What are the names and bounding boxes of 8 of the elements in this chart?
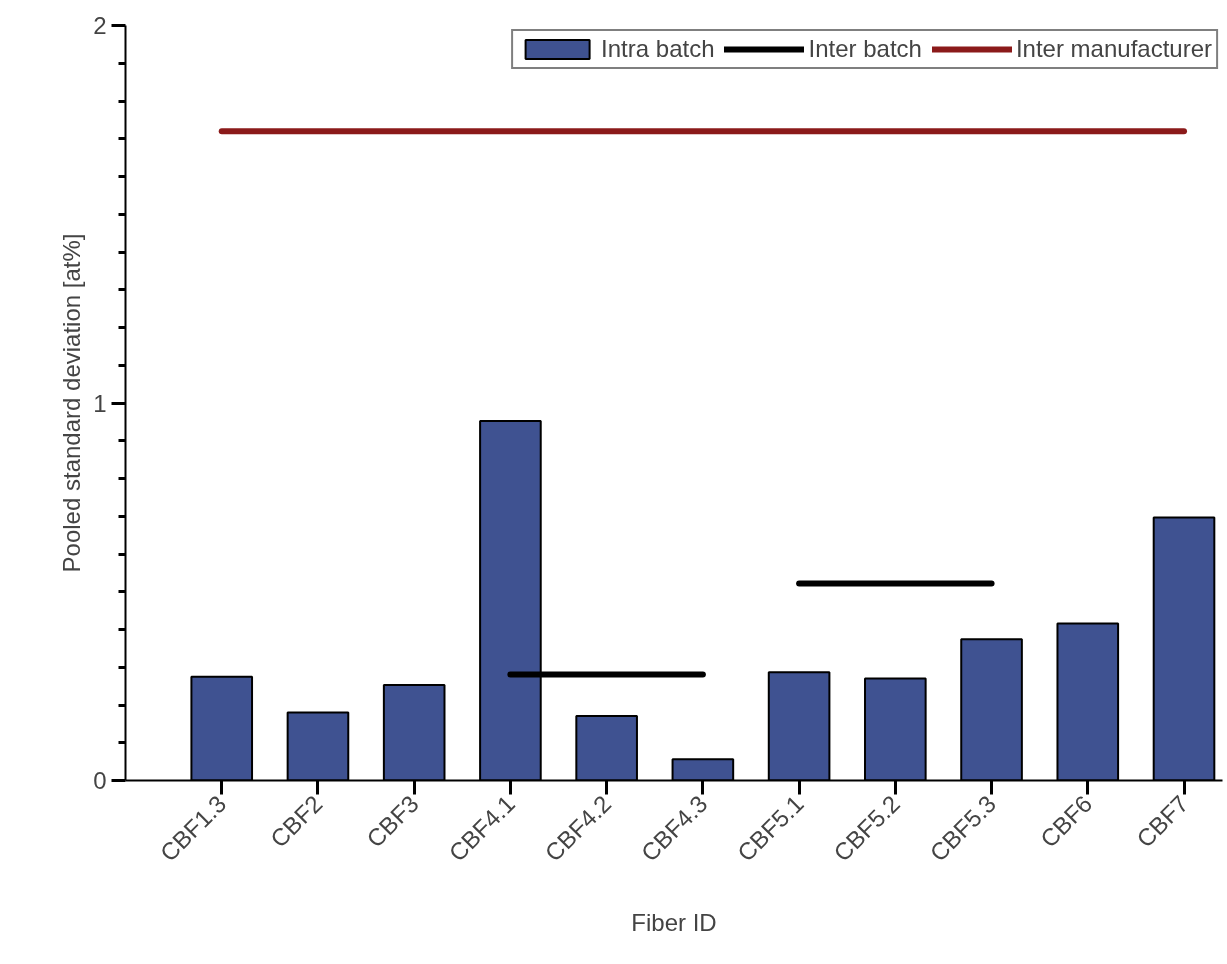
x-axis-title: Fiber ID <box>631 909 717 937</box>
legend-label: Inter batch <box>808 35 922 63</box>
y-tick-label: 1 <box>93 389 107 417</box>
y-tick-label: 0 <box>93 767 107 794</box>
legend-label: Inter manufacturer <box>1015 35 1212 63</box>
y-axis-title: Pooled standard deviation [at%] <box>58 233 86 573</box>
legend-label: Intra batch <box>601 35 715 63</box>
y-tick-label: 2 <box>93 12 107 39</box>
